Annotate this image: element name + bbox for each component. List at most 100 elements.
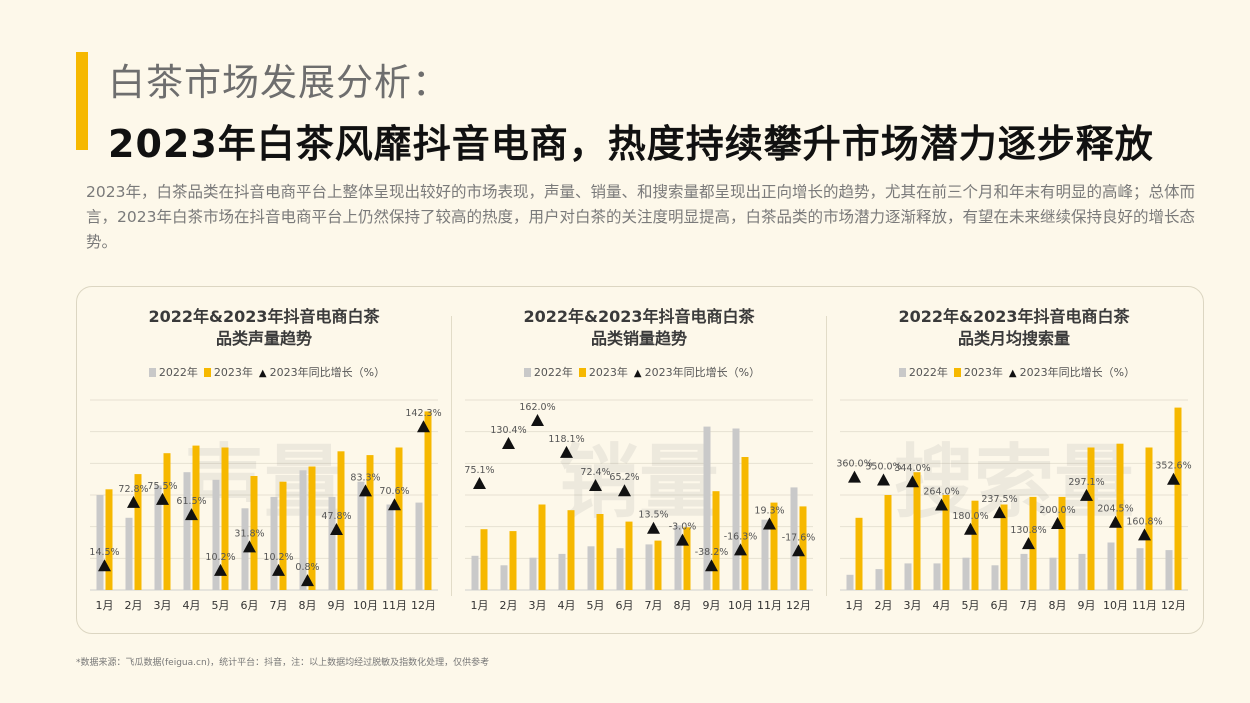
chart-title: 2022年&2023年抖音电商白茶 品类声量趋势	[76, 306, 452, 350]
x-tick-label: 8月	[1049, 599, 1067, 612]
bar-2022	[1078, 553, 1086, 590]
growth-marker	[1109, 515, 1122, 528]
x-tick-label: 3月	[154, 599, 172, 612]
chart-title-line: 品类销量趋势	[590, 329, 687, 348]
growth-marker	[734, 543, 747, 556]
bar-2023	[567, 510, 575, 590]
bar-2022	[529, 557, 537, 590]
growth-marker	[589, 479, 602, 492]
x-tick-label: 10月	[728, 599, 753, 612]
chart-title: 2022年&2023年抖音电商白茶 品类销量趋势	[451, 306, 827, 350]
bar-2023	[279, 481, 287, 590]
growth-label: 10.2%	[205, 552, 235, 563]
bar-2023	[913, 472, 921, 590]
bar-2022	[183, 472, 191, 590]
growth-label: 19.3%	[754, 506, 784, 517]
growth-marker	[848, 470, 861, 483]
bar-2023	[250, 476, 258, 590]
bar-2022	[125, 517, 133, 590]
bar-2022	[703, 426, 711, 590]
footnote: *数据来源：飞瓜数据(feigua.cn)，统计平台：抖音，注：以上数据均经过脱…	[76, 658, 490, 668]
bar-2022	[991, 565, 999, 590]
search-volume-chart: 2022年&2023年抖音电商白茶 品类月均搜索量 2022年 2023年 ▲ 2023年…	[826, 290, 1202, 626]
growth-label: 130.8%	[1010, 525, 1046, 536]
bar-2023	[1174, 407, 1182, 590]
growth-label: 130.4%	[490, 425, 526, 436]
bar-2023	[1058, 496, 1066, 590]
bar-2023	[105, 489, 113, 590]
section-title: 白茶市场发展分析：	[108, 61, 450, 104]
bar-2023	[799, 506, 807, 590]
bar-2022	[875, 569, 883, 590]
bar-2022	[328, 496, 336, 590]
chart-watermark: 销量	[559, 436, 719, 529]
x-tick-label: 7月	[270, 599, 288, 612]
growth-label: 72.8%	[118, 484, 148, 495]
legend-label-2023: 2023年	[963, 366, 1003, 379]
growth-label: -17.6%	[782, 532, 816, 543]
bar-2023	[855, 517, 863, 590]
bar-2022	[357, 481, 365, 590]
bar-2022	[96, 495, 104, 590]
chart-title-line: 2022年&2023年抖音电商白茶	[898, 307, 1130, 326]
x-tick-label: 2月	[125, 599, 143, 612]
growth-marker	[243, 540, 256, 553]
x-tick-label: 2月	[500, 599, 518, 612]
legend-swatch-2022	[898, 368, 906, 377]
bar-2022	[790, 487, 798, 590]
x-tick-label: 9月	[703, 599, 721, 612]
x-tick-label: 11月	[757, 599, 782, 612]
growth-label: 297.1%	[1068, 477, 1104, 488]
bar-2022	[558, 553, 566, 590]
x-tick-label: 6月	[241, 599, 259, 612]
legend-label-2022: 2022年	[158, 366, 198, 379]
legend-swatch-2023	[953, 368, 961, 377]
x-tick-label: 5月	[587, 599, 605, 612]
growth-marker	[473, 477, 486, 490]
bar-2023	[1116, 443, 1124, 590]
growth-label: 237.5%	[981, 494, 1017, 505]
legend-triangle-icon: ▲	[633, 368, 642, 379]
growth-marker	[330, 523, 343, 536]
charts-panel	[76, 286, 1204, 634]
bar-2023	[134, 474, 142, 590]
growth-label: 344.0%	[894, 463, 930, 474]
growth-marker	[964, 522, 977, 535]
bar-2022	[154, 485, 162, 590]
bar-2023	[480, 529, 488, 590]
growth-marker	[272, 563, 285, 576]
intro-paragraph: 2023年，白茶品类在抖音电商平台上整体呈现出较好的市场表现，声量、销量、和搜索…	[86, 183, 1195, 251]
growth-label: 70.6%	[379, 486, 409, 497]
legend-swatch-2022	[523, 368, 531, 377]
bar-2023	[538, 504, 546, 590]
legend-label-growth: 2023年同比增长（%）	[269, 366, 386, 379]
x-tick-label: 7月	[645, 599, 663, 612]
bar-2023	[395, 447, 403, 590]
growth-marker	[301, 574, 314, 587]
chart-legend: 2022年 2023年 ▲ 2023年同比增长（%）	[76, 364, 452, 380]
chart-title-line: 2022年&2023年抖音电商白茶	[523, 307, 755, 326]
bar-2022	[674, 525, 682, 590]
growth-label: 360.0%	[836, 459, 872, 470]
growth-label: 180.0%	[952, 511, 988, 522]
growth-marker	[1051, 517, 1064, 529]
legend-label-growth: 2023年同比增长（%）	[1019, 366, 1136, 379]
bar-2022	[846, 574, 854, 590]
growth-label: 118.1%	[548, 434, 584, 445]
chart-title-line: 2022年&2023年抖音电商白茶	[148, 307, 380, 326]
growth-marker	[1138, 528, 1151, 541]
bar-2023	[596, 514, 604, 590]
bar-2022	[270, 496, 278, 590]
x-tick-label: 4月	[558, 599, 576, 612]
x-tick-label: 10月	[1103, 599, 1128, 612]
bar-2022	[933, 563, 941, 590]
chart-plot: 搜索量360.0%350.0%344.0%264.0%180.0%237.5%1…	[836, 399, 1192, 612]
growth-label: 10.2%	[263, 552, 293, 563]
growth-marker	[214, 563, 227, 576]
bar-2023	[1145, 447, 1153, 590]
bar-2022	[1136, 548, 1144, 590]
chart-plot: 销量 75.1% 130.4% 162.0% 118.1% 72.4%65.2% 13.5%…	[464, 399, 816, 612]
growth-marker	[935, 498, 948, 511]
growth-marker	[185, 508, 198, 521]
bar-2022	[471, 555, 479, 590]
